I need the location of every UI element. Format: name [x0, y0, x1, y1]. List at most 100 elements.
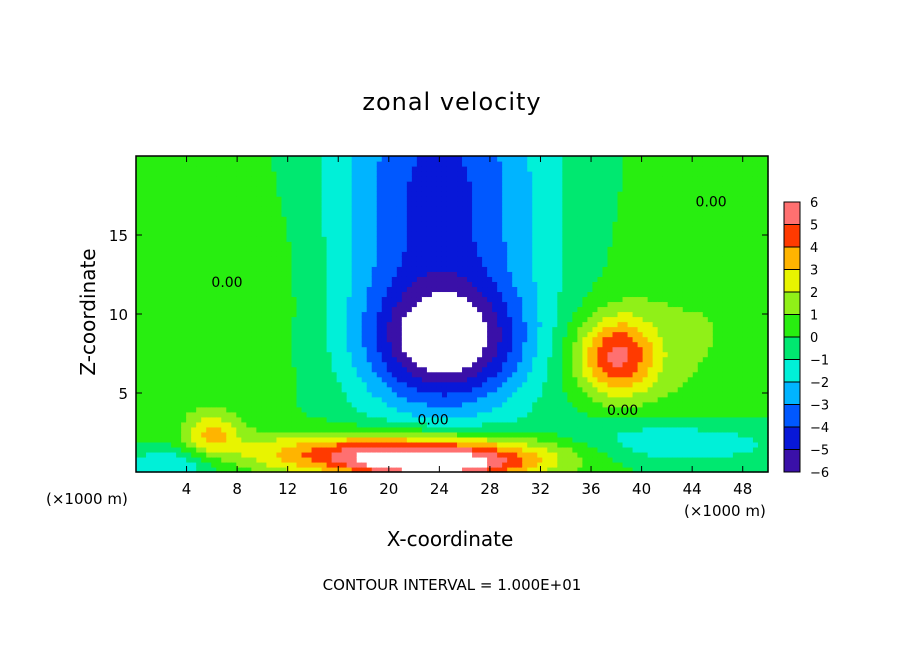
heatmap-cell [276, 436, 283, 443]
heatmap-cell [166, 436, 172, 443]
heatmap-cell [301, 356, 308, 363]
heatmap-cell [356, 396, 363, 403]
heatmap-cell [371, 416, 378, 423]
heatmap-cell [431, 441, 438, 448]
heatmap-cell [406, 211, 413, 217]
heatmap-cell [206, 261, 212, 267]
heatmap-cell [507, 371, 513, 378]
heatmap-cell [527, 431, 533, 438]
heatmap-cell [452, 396, 458, 403]
heatmap-cell [431, 206, 438, 212]
heatmap-cell [306, 376, 313, 383]
heatmap-cell [331, 211, 338, 217]
heatmap-cell [376, 251, 383, 257]
heatmap-cell [196, 381, 202, 388]
heatmap-cell [176, 236, 182, 242]
heatmap-cell [256, 271, 262, 277]
heatmap-cell [512, 246, 518, 252]
heatmap-cell [467, 321, 473, 328]
heatmap-cell [226, 171, 232, 177]
heatmap-cell [487, 196, 493, 202]
heatmap-cell [336, 456, 343, 463]
heatmap-cell [291, 441, 298, 448]
heatmap-cell [316, 236, 323, 242]
heatmap-cell [291, 316, 298, 323]
heatmap-cell [396, 426, 403, 433]
heatmap-cell [517, 336, 523, 343]
heatmap-cell [351, 231, 358, 237]
heatmap-cell [296, 461, 303, 468]
heatmap-cell [396, 166, 403, 172]
heatmap-cell [492, 176, 498, 182]
heatmap-cell [271, 196, 278, 202]
heatmap-cell [517, 351, 523, 358]
heatmap-cell [156, 336, 162, 343]
heatmap-cell [512, 421, 518, 428]
heatmap-cell [351, 341, 358, 348]
heatmap-cell [482, 381, 488, 388]
heatmap-cell [316, 451, 323, 458]
heatmap-cell [166, 331, 172, 338]
heatmap-cell [396, 356, 403, 363]
heatmap-cell [462, 306, 468, 313]
heatmap-cell [136, 431, 142, 438]
heatmap-cell [211, 201, 217, 207]
heatmap-cell [421, 371, 428, 378]
heatmap-cell [166, 261, 172, 267]
heatmap-cell [421, 296, 428, 303]
heatmap-cell [141, 436, 147, 443]
heatmap-cell [266, 296, 273, 303]
heatmap-cell [421, 281, 428, 288]
heatmap-cell [346, 281, 353, 288]
heatmap-cell [411, 436, 418, 443]
heatmap-cell [171, 271, 177, 277]
heatmap-cell [261, 366, 268, 373]
heatmap-cell [431, 241, 438, 247]
heatmap-cell [151, 276, 157, 282]
heatmap-cell [482, 441, 488, 448]
heatmap-cell [351, 421, 358, 428]
heatmap-cell [517, 241, 523, 247]
heatmap-cell [386, 201, 393, 207]
heatmap-cell [241, 401, 247, 408]
heatmap-cell [201, 266, 207, 272]
heatmap-cell [201, 346, 207, 353]
heatmap-cell [517, 391, 523, 398]
heatmap-cell [507, 451, 513, 458]
heatmap-cell [376, 176, 383, 182]
heatmap-cell [391, 171, 398, 177]
heatmap-cell [176, 256, 182, 262]
heatmap-cell [191, 246, 197, 252]
heatmap-cell [527, 161, 533, 167]
heatmap-cell [512, 396, 518, 403]
heatmap-cell [482, 256, 488, 262]
heatmap-cell [256, 236, 262, 242]
heatmap-cell [216, 316, 222, 323]
heatmap-cell [381, 321, 388, 328]
heatmap-cell [426, 246, 433, 252]
heatmap-cell [517, 326, 523, 333]
heatmap-cell [281, 166, 288, 172]
heatmap-cell [356, 336, 363, 343]
heatmap-cell [346, 241, 353, 247]
heatmap-cell [436, 166, 443, 172]
heatmap-cell [296, 371, 303, 378]
heatmap-cell [216, 451, 222, 458]
heatmap-cell [421, 156, 428, 162]
heatmap-cell [406, 341, 413, 348]
heatmap-cell [482, 396, 488, 403]
heatmap-cell [136, 396, 142, 403]
heatmap-cell [507, 441, 513, 448]
heatmap-cell [346, 201, 353, 207]
heatmap-cell [291, 296, 298, 303]
heatmap-cell [301, 421, 308, 428]
heatmap-cell [502, 396, 508, 403]
heatmap-cell [346, 331, 353, 338]
heatmap-cell [356, 461, 363, 468]
heatmap-cell [376, 371, 383, 378]
heatmap-cell [211, 411, 217, 418]
heatmap-cell [441, 236, 448, 242]
heatmap-cell [431, 311, 438, 318]
heatmap-cell [251, 226, 257, 232]
heatmap-cell [311, 156, 318, 162]
